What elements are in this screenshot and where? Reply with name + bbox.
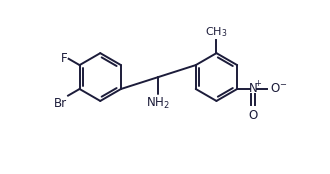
Text: Br: Br	[54, 97, 67, 110]
Text: +: +	[255, 78, 261, 88]
Text: O$^{-}$: O$^{-}$	[270, 82, 287, 96]
Text: O: O	[248, 109, 258, 122]
Text: CH$_3$: CH$_3$	[205, 25, 228, 39]
Text: NH$_2$: NH$_2$	[147, 96, 170, 111]
Text: F: F	[61, 52, 67, 65]
Text: N: N	[249, 82, 257, 96]
